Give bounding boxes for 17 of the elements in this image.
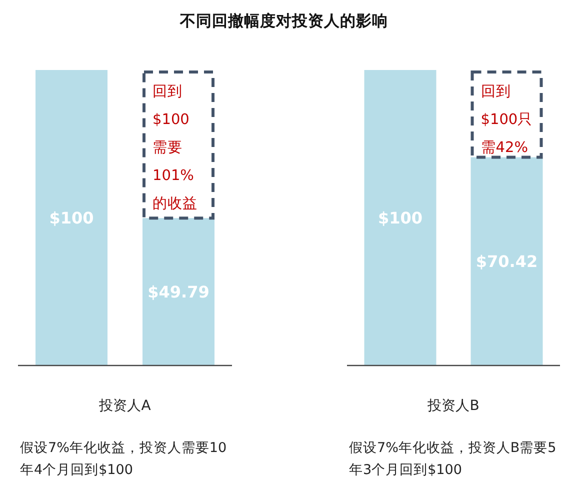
annotation: 需要 <box>152 140 182 156</box>
annotation: 需42% <box>480 140 528 156</box>
data-label: $100 <box>49 208 94 228</box>
text: 假设7%年化收益，投资人需要10年4个月回到$100 <box>20 439 228 480</box>
annotation: 回到 <box>480 84 511 100</box>
x-axis-title: 投资人A <box>98 398 152 414</box>
annotation: $100 <box>152 112 190 128</box>
text: 假设7%年化收益，投资人B需要5年3个月回到$100 <box>349 439 558 480</box>
data-label: $49.79 <box>148 282 210 302</box>
annotation: $100只 <box>480 112 533 128</box>
annotation: 101% <box>152 168 194 184</box>
text: 不同回撤幅度对投资人的影响 <box>179 11 388 30</box>
annotation: 的收益 <box>152 195 198 212</box>
annotation: 回到 <box>152 84 182 100</box>
data-label: $100 <box>378 208 423 228</box>
data-label: $70.42 <box>476 252 538 272</box>
x-axis-title: 投资人B <box>426 398 480 414</box>
